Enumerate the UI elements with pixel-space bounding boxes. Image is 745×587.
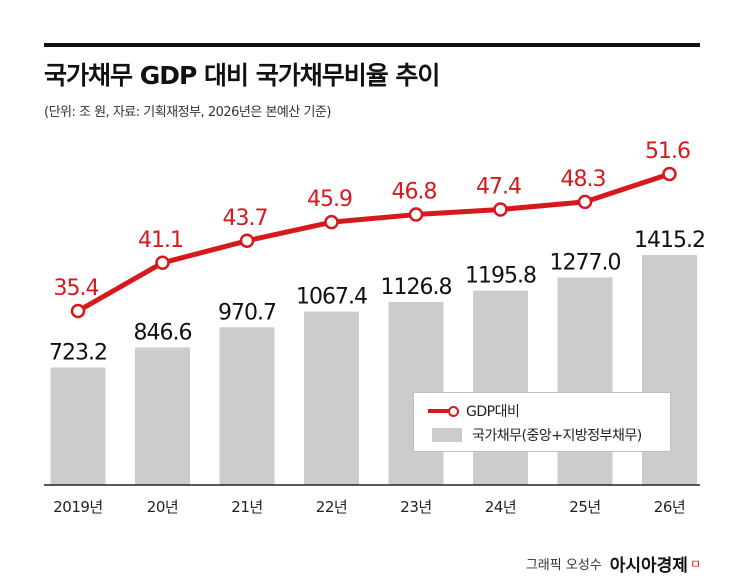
line-value-label: 35.4 [54, 276, 99, 301]
line-value-label: 46.8 [392, 180, 437, 205]
bar [473, 290, 528, 485]
legend-line-label: GDP대비 [466, 404, 520, 420]
legend-item-bar: 국가채무(중앙+지방정부채무) [426, 425, 642, 445]
line-point [155, 255, 170, 271]
x-tick-label: 2019년 [53, 498, 102, 516]
line-value-label: 45.9 [307, 187, 352, 212]
line-point [408, 207, 424, 222]
line-point [70, 303, 86, 319]
x-tick-label: 21년 [231, 498, 262, 516]
bar [135, 347, 190, 485]
bar [304, 311, 359, 485]
bar-value-label: 846.6 [134, 320, 192, 345]
chart-subtitle: (단위: 조 원, 자료: 기획재정부, 2026년은 본예산 기준) [44, 105, 331, 120]
line-point [662, 166, 677, 182]
title-rule [44, 43, 700, 47]
line-point [324, 214, 339, 230]
bar [219, 327, 275, 485]
bar-value-label: 1195.8 [465, 264, 536, 289]
credit: 그래픽 오성수 아시아경제 ㅁ [526, 551, 701, 576]
bar-value-label: 970.7 [218, 300, 276, 325]
credit-author: 그래픽 오성수 [525, 558, 602, 573]
line-value-label: 43.7 [223, 206, 268, 231]
bar [50, 367, 106, 485]
chart-legend: GDP대비 국가채무(중앙+지방정부채무) [413, 392, 671, 452]
brand-logo: 아시아경제 [609, 556, 688, 576]
x-tick-label: 22년 [316, 498, 347, 516]
legend-bar-symbol [432, 428, 462, 442]
line-value-label: 47.4 [476, 174, 521, 199]
line-series-path [75, 171, 672, 314]
chart-title: 국가채무 GDP 대비 국가채무비율 추이 [44, 61, 440, 90]
x-tick-label: 20년 [147, 498, 178, 516]
bar-value-label: 723.2 [49, 340, 107, 365]
line-value-label: 41.1 [138, 228, 183, 253]
bar-value-label: 1277.0 [550, 250, 621, 275]
bar-value-label: 1126.8 [381, 275, 452, 300]
line-point [577, 194, 593, 210]
line-value-label: 51.6 [645, 139, 690, 164]
bar-value-label: 1067.4 [296, 285, 367, 310]
line-value-label: 48.3 [561, 167, 606, 192]
x-tick-label: 25년 [569, 498, 600, 516]
x-tick-label: 24년 [485, 498, 516, 516]
x-tick-label: 23년 [400, 498, 431, 516]
brand-mark-icon: ㅁ [689, 557, 701, 571]
legend-item-line: GDP대비 [426, 401, 520, 421]
line-point [239, 233, 255, 249]
x-tick-label: 26년 [654, 498, 685, 516]
line-point [493, 202, 508, 217]
legend-bar-label: 국가채무(중앙+지방정부채무) [472, 428, 642, 444]
bar [557, 277, 613, 485]
bar-value-label: 1415.2 [634, 228, 705, 253]
legend-line-symbol [426, 404, 462, 418]
